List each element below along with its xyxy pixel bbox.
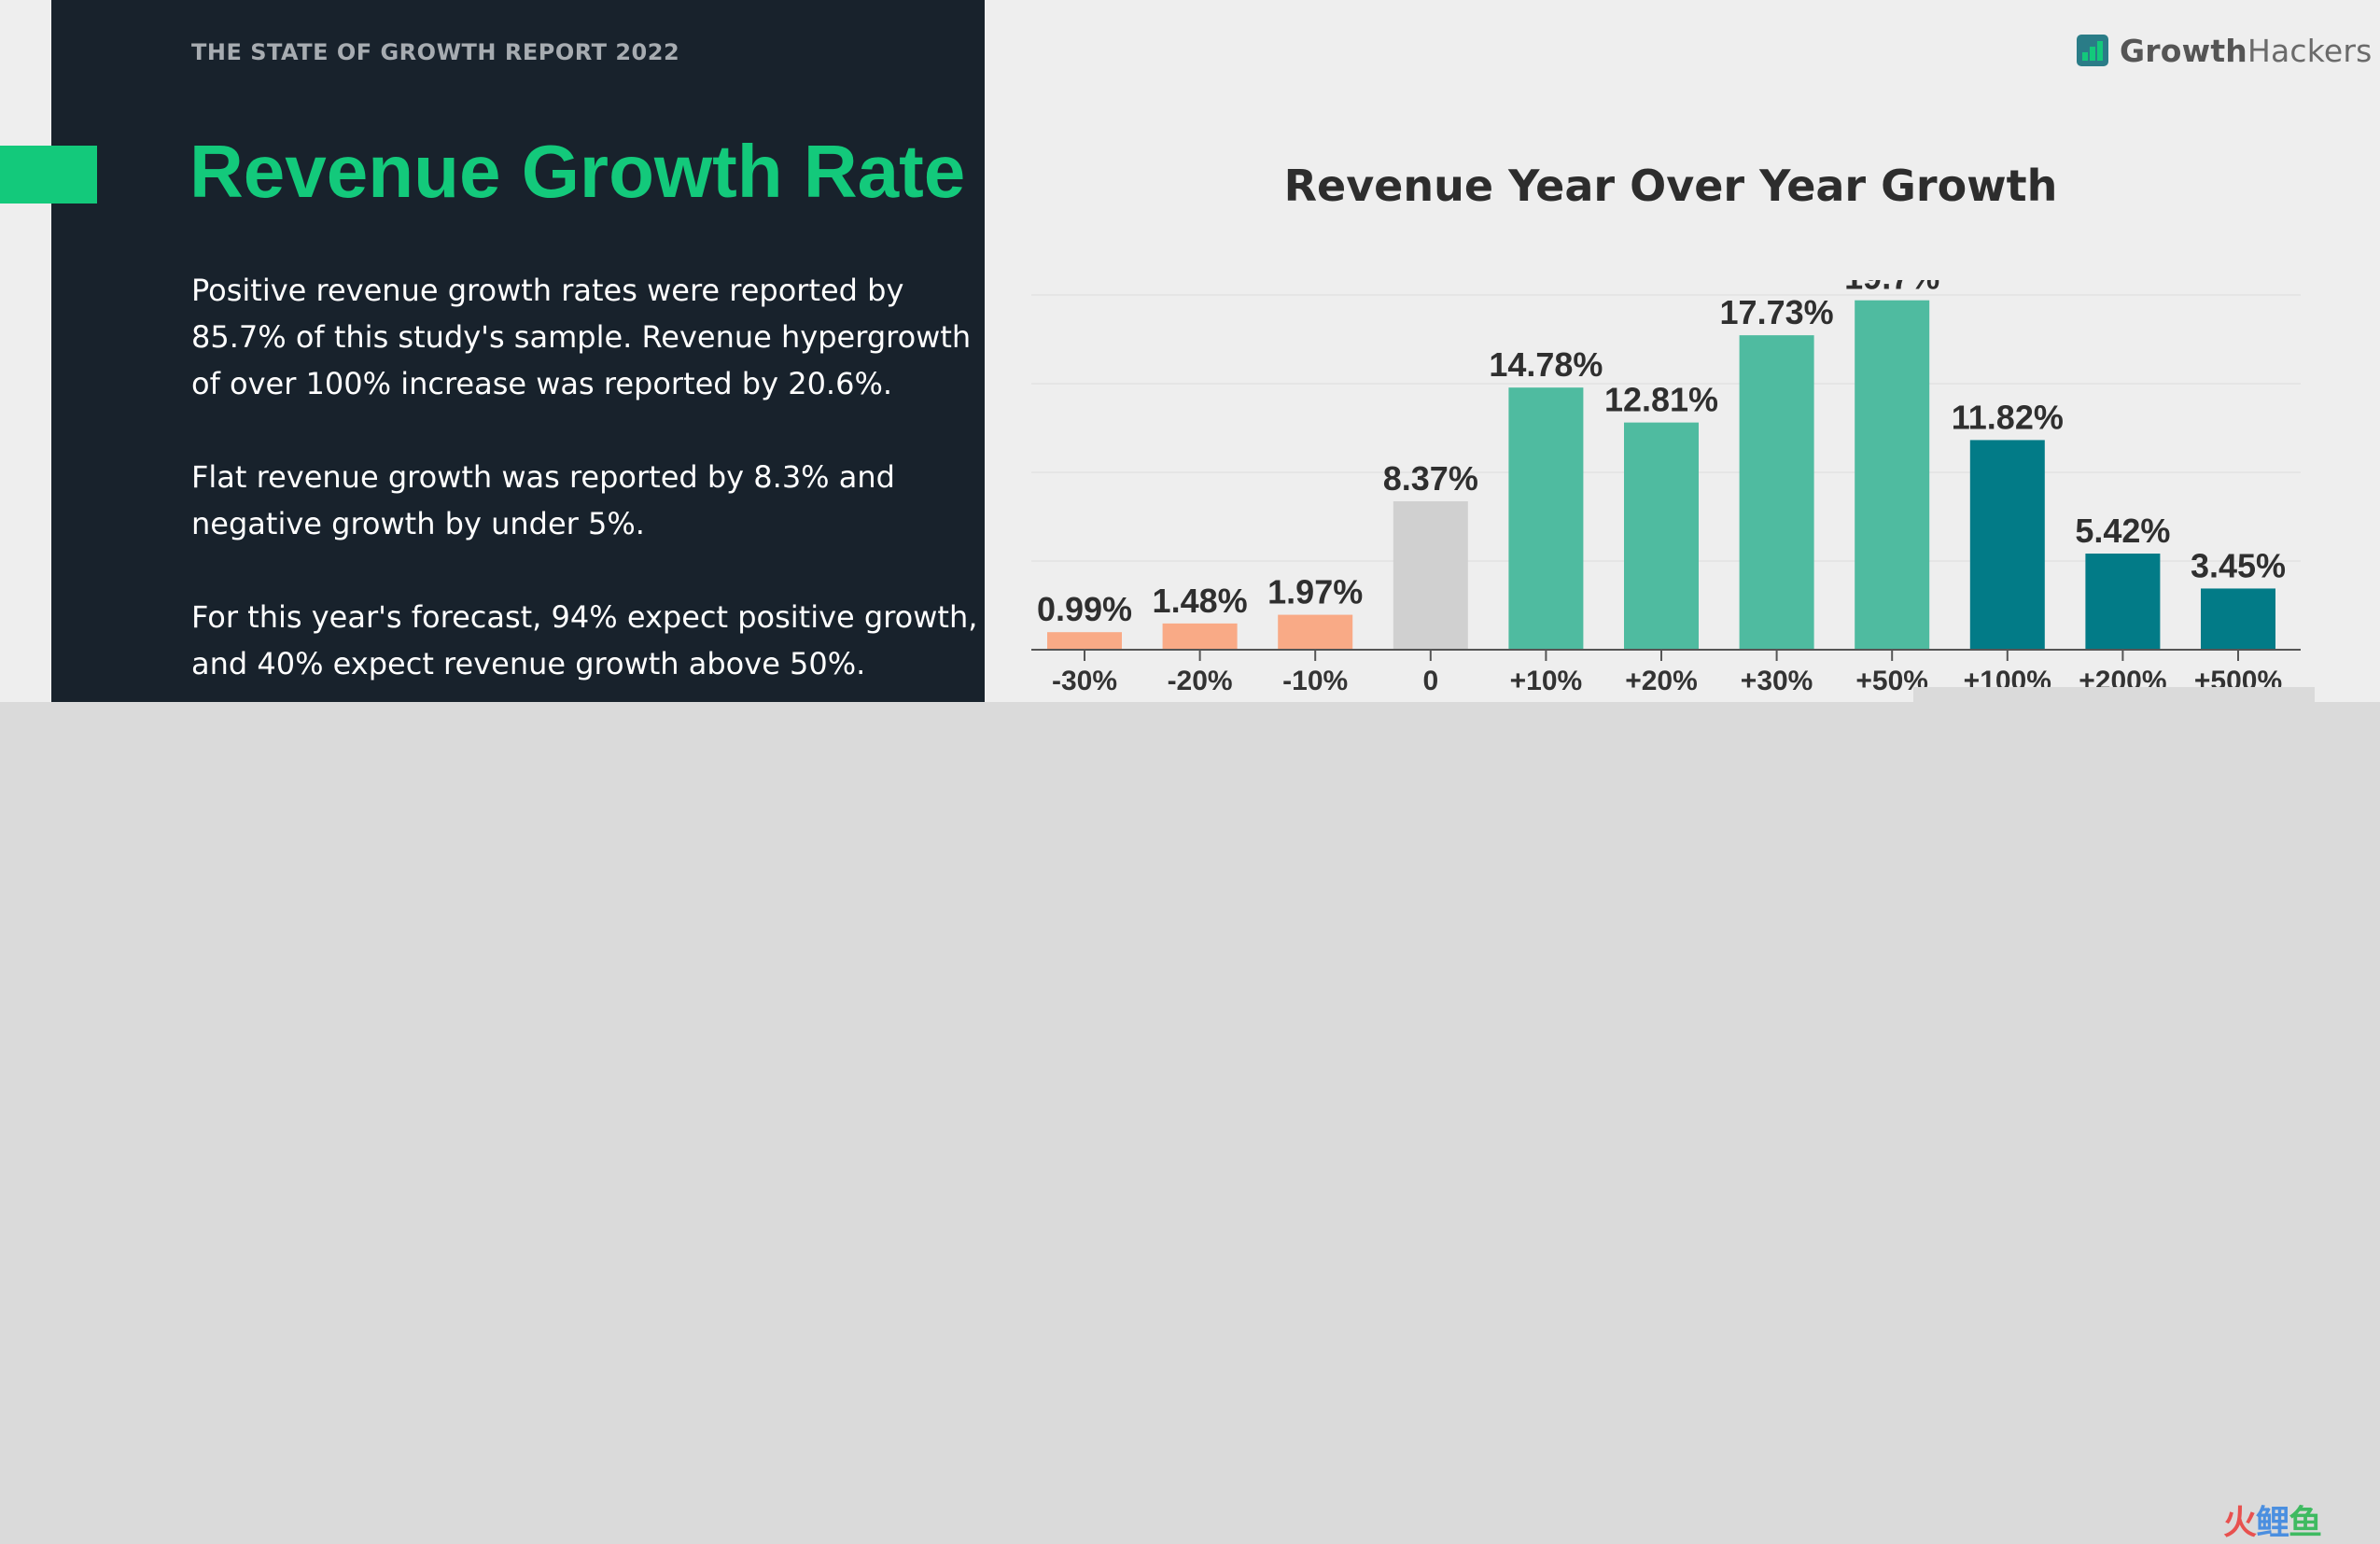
tick-label: 0 xyxy=(1422,666,1438,696)
tick-label: -10% xyxy=(1282,666,1348,696)
bar-chart-logo-icon xyxy=(2077,35,2108,66)
data-label: 5.42% xyxy=(2075,512,2170,550)
bar xyxy=(1855,300,1930,650)
watermark-char: 鲤 xyxy=(2256,1504,2289,1542)
data-label: 19.7% xyxy=(1844,280,1939,297)
tick-label: +30% xyxy=(1741,666,1813,696)
data-label: 1.48% xyxy=(1153,582,1248,620)
bar xyxy=(1278,614,1353,650)
logo-text-bold: Growth xyxy=(2120,32,2247,69)
bottom-mask xyxy=(1913,687,2315,702)
bar xyxy=(2085,554,2161,650)
bar-chart-svg: 0.99% -30% 1.48% -20% 1.97% -10% 8.37% 0 14.78% +… xyxy=(1031,280,2315,702)
text-panel: THE STATE OF GROWTH REPORT 2022 Revenue … xyxy=(51,0,985,702)
bar xyxy=(1047,632,1122,650)
logo-text-light: Hackers xyxy=(2247,32,2373,69)
growthhackers-logo: GrowthHackers xyxy=(2077,32,2373,69)
page-title: Revenue Growth Rate xyxy=(189,130,966,213)
bar xyxy=(1739,335,1814,650)
bar xyxy=(2201,588,2275,650)
bar xyxy=(1508,387,1584,650)
bar xyxy=(1162,623,1238,650)
data-label: 14.78% xyxy=(1489,345,1603,384)
revenue-growth-chart: 0.99% -30% 1.48% -20% 1.97% -10% 8.37% 0 14.78% +… xyxy=(1027,280,2315,702)
summary-paragraph: For this year's forecast, 94% expect pos… xyxy=(191,599,978,681)
bar xyxy=(1393,500,1468,650)
data-label: 11.82% xyxy=(1952,398,2064,436)
bar xyxy=(1624,422,1699,650)
tick-label: -30% xyxy=(1052,666,1117,696)
data-label: 0.99% xyxy=(1037,590,1132,628)
tick-label: +10% xyxy=(1510,666,1583,696)
title-accent-bar xyxy=(0,146,97,204)
report-label: THE STATE OF GROWTH REPORT 2022 xyxy=(191,39,680,65)
watermark-char: 鱼 xyxy=(2289,1504,2322,1542)
data-label: 12.81% xyxy=(1604,381,1718,419)
watermark-char: 火 xyxy=(2223,1504,2257,1542)
data-label: 3.45% xyxy=(2191,546,2286,584)
data-label: 8.37% xyxy=(1383,459,1478,498)
data-label: 17.73% xyxy=(1720,293,1834,331)
chart-title: Revenue Year Over Year Growth xyxy=(1283,161,2058,211)
bar xyxy=(1969,440,2045,650)
logo-text: GrowthHackers xyxy=(2120,33,2373,69)
data-label: 1.97% xyxy=(1267,573,1363,611)
tick-label: -20% xyxy=(1168,666,1233,696)
summary-paragraph: Positive revenue growth rates were repor… xyxy=(191,273,972,401)
report-slide: THE STATE OF GROWTH REPORT 2022 Revenue … xyxy=(0,0,2380,702)
tick-label: +20% xyxy=(1625,666,1698,696)
watermark-logo: 火鲤鱼 xyxy=(2223,1495,2322,1544)
summary-paragraph: Flat revenue growth was reported by 8.3%… xyxy=(191,459,895,541)
